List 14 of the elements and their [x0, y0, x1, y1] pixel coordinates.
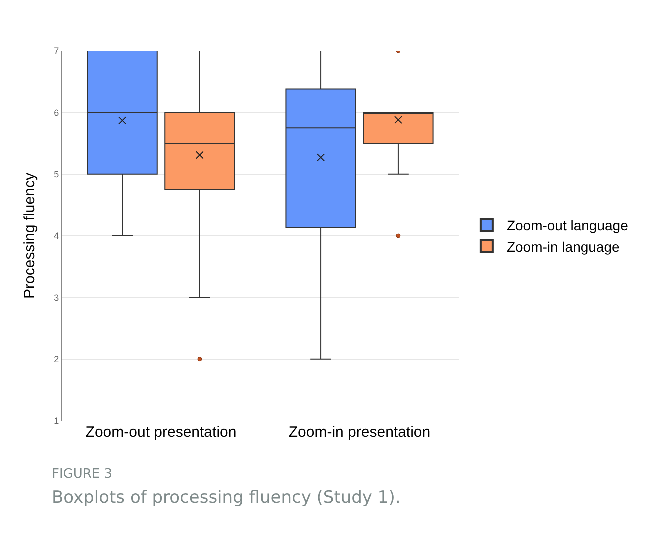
x-tick-label: Zoom-out presentation: [86, 424, 237, 441]
legend-label: Zoom-out language: [506, 218, 629, 234]
y-tick-label: 4: [54, 231, 60, 242]
y-tick-label: 3: [54, 292, 60, 303]
y-tick-label: 1: [54, 416, 60, 426]
y-axis-title: Processing fluency: [21, 172, 38, 299]
y-tick-label: 2: [54, 354, 60, 364]
legend-label: Zoom-in language: [506, 238, 620, 255]
text: Boxplots of processing fluency (Study 1).: [52, 488, 401, 508]
x-tick-label: Zoom-in presentation: [288, 424, 431, 441]
y-tick-label: 7: [54, 46, 60, 56]
caption: FIGURE 3: [52, 467, 113, 482]
y-tick-label: 5: [54, 169, 60, 180]
y-tick-label: 6: [54, 108, 60, 118]
